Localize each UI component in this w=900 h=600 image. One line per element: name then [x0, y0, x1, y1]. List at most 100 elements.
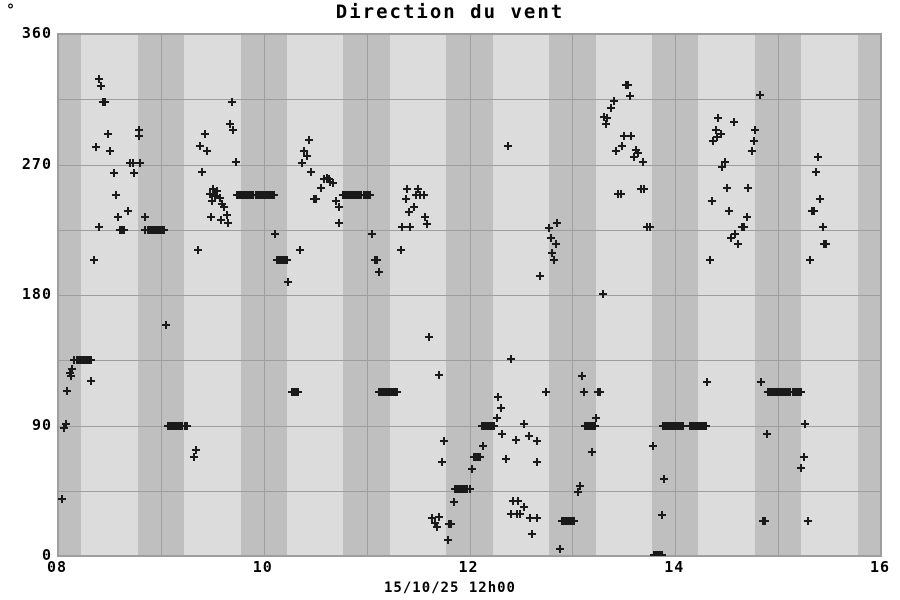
data-point-marker	[414, 185, 423, 194]
data-point-marker	[625, 92, 634, 101]
data-point-marker	[640, 185, 649, 194]
data-point-marker	[302, 151, 311, 160]
data-point-marker	[367, 230, 376, 239]
data-point-marker	[602, 119, 611, 128]
data-point-marker	[478, 441, 487, 450]
data-point-marker	[750, 137, 759, 146]
data-point-marker	[799, 453, 808, 462]
data-point-marker	[528, 530, 537, 539]
data-point-marker	[195, 141, 204, 150]
data-point-marker	[619, 131, 628, 140]
data-point-marker	[270, 190, 279, 199]
data-point-marker	[744, 183, 753, 192]
data-point-marker	[587, 447, 596, 456]
data-point-marker	[405, 222, 414, 231]
data-point-marker	[556, 544, 565, 553]
data-point-marker	[623, 80, 632, 89]
data-point-marker	[592, 414, 601, 423]
data-point-marker	[423, 219, 432, 228]
data-point-marker	[305, 135, 313, 144]
data-point-marker	[92, 143, 101, 152]
data-point-marker	[203, 147, 212, 156]
data-point-marker	[324, 175, 333, 183]
data-point-marker	[520, 420, 529, 429]
data-point-marker	[328, 179, 337, 188]
data-point-marker	[104, 130, 113, 139]
data-point-marker	[135, 131, 144, 140]
data-point-marker	[95, 222, 104, 231]
data-point-marker	[312, 195, 321, 204]
data-point-marker	[726, 234, 735, 243]
horizontal-gridline	[58, 229, 881, 231]
data-point-marker	[600, 112, 609, 121]
y-tick-label: 270	[21, 154, 52, 173]
data-point-marker	[416, 190, 425, 199]
horizontal-gridline	[58, 360, 881, 362]
data-point-marker	[101, 98, 110, 107]
data-point-marker	[515, 509, 524, 518]
data-point-marker	[702, 421, 711, 430]
x-tick-label: 14	[664, 558, 685, 576]
data-point-marker	[412, 190, 420, 199]
data-point-marker	[213, 186, 222, 195]
data-point-marker	[659, 475, 668, 484]
horizontal-gridline	[58, 425, 881, 427]
data-point-marker	[547, 248, 556, 257]
data-point-marker	[432, 523, 441, 531]
data-point-marker	[712, 125, 721, 134]
data-point-marker	[549, 256, 558, 265]
data-point-marker	[141, 212, 150, 221]
data-point-marker	[720, 157, 729, 166]
data-point-marker	[498, 430, 507, 439]
data-point-marker	[113, 212, 122, 221]
data-point-marker	[219, 202, 228, 211]
data-point-marker	[198, 167, 207, 176]
data-point-marker	[708, 196, 717, 205]
data-point-marker	[533, 457, 542, 466]
data-point-marker	[123, 206, 132, 215]
data-point-marker	[109, 169, 118, 178]
data-point-marker	[760, 517, 769, 526]
data-point-marker	[639, 157, 648, 166]
data-point-marker	[800, 420, 809, 429]
data-point-marker	[425, 333, 434, 342]
data-point-marker	[372, 256, 381, 265]
data-point-marker	[490, 421, 499, 430]
data-point-marker	[119, 225, 128, 234]
data-point-marker	[740, 222, 749, 231]
data-point-marker	[159, 225, 168, 234]
data-point-marker	[365, 190, 374, 199]
y-tick-label: 180	[21, 285, 52, 303]
data-point-marker	[60, 424, 69, 433]
data-point-marker	[729, 118, 738, 127]
data-point-marker	[822, 240, 831, 249]
data-point-marker	[283, 256, 292, 265]
data-point-marker	[541, 388, 550, 397]
data-point-marker	[609, 96, 618, 105]
data-point-marker	[228, 125, 237, 134]
data-point-marker	[334, 202, 343, 211]
data-point-marker	[331, 196, 340, 205]
data-point-marker	[322, 173, 331, 182]
data-point-marker	[816, 195, 825, 204]
data-point-marker	[713, 132, 722, 141]
data-point-marker	[627, 131, 635, 140]
data-point-marker	[722, 183, 731, 192]
data-point-marker	[443, 536, 452, 545]
data-point-marker	[494, 392, 503, 401]
data-point-marker	[717, 163, 726, 172]
data-point-marker	[743, 212, 752, 221]
data-point-marker	[207, 212, 216, 221]
data-point-marker	[796, 388, 805, 397]
data-point-marker	[409, 202, 418, 211]
data-point-marker	[231, 157, 240, 166]
data-point-marker	[307, 167, 316, 176]
data-point-marker	[591, 421, 599, 430]
data-point-marker	[501, 454, 510, 463]
data-point-marker	[317, 183, 326, 192]
data-point-marker	[293, 388, 302, 397]
data-point-marker	[430, 518, 439, 527]
data-point-marker	[201, 130, 210, 139]
y-axis-unit-label: °	[6, 1, 16, 19]
data-point-marker	[68, 364, 77, 373]
